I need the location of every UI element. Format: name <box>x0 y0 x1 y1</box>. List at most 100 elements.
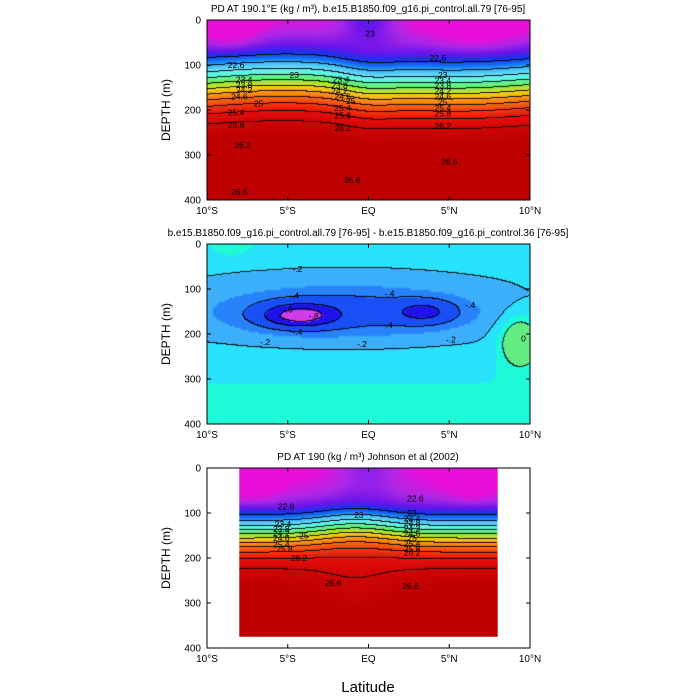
contour-label: 24.6 <box>231 92 248 102</box>
contour-label: 25.8 <box>276 544 293 554</box>
density-field <box>207 20 530 200</box>
observed-density-field <box>239 468 498 637</box>
x-tick-label: 10°S <box>196 654 218 665</box>
x-tick-label: 5°S <box>280 206 297 217</box>
contour-label: 26.6 <box>325 578 342 588</box>
x-tick-label: 5°S <box>280 654 297 665</box>
axis-ticks: 10°S 5°S EQ 5°N 10°N 0 100 200 300 400 <box>184 464 541 666</box>
contour-label: 26.2 <box>234 140 251 150</box>
contour-lines <box>207 244 530 424</box>
x-tick-label: 10°N <box>519 206 541 217</box>
contour-label: 23 <box>354 510 364 520</box>
contour-label: 23.8 <box>273 524 290 534</box>
contour-label: 22.6 <box>430 53 447 63</box>
x-tick-label: 10°S <box>196 430 218 441</box>
contour-label: 25 <box>346 96 356 106</box>
contour-label: 23.4 <box>236 74 253 84</box>
difference-field <box>207 244 530 424</box>
contour-label-group: 22.6232322.62323.423.824.224.62525.425.8… <box>228 29 458 197</box>
contour-label: 24.6 <box>404 529 421 539</box>
y-tick-label: 0 <box>195 16 201 27</box>
contour-label: 23.4 <box>435 75 452 85</box>
contour-label: 23 <box>407 508 417 518</box>
x-axis-label: Latitude <box>341 679 394 696</box>
y-tick-label: 100 <box>184 285 201 296</box>
contour-label: 26.6 <box>231 187 248 197</box>
y-tick-label: 300 <box>184 599 201 610</box>
contour-label: 26.2 <box>291 553 308 563</box>
x-tick-label: 5°N <box>441 654 458 665</box>
contour-label: 25 <box>254 99 264 109</box>
y-axis-label: DEPTH (m) <box>159 79 173 141</box>
contour-label-group: -.2 -.4 -.4 -.4 -.6 -.8 -.4 -.4 -.2 -.2 -.2 0 <box>260 264 526 349</box>
contour-label: 25 <box>438 97 448 107</box>
contour-label: 25.4 <box>228 108 245 118</box>
contour-label: -.4 <box>383 320 393 330</box>
contour-label: 25 <box>299 531 309 541</box>
y-axis-label: DEPTH (m) <box>159 303 173 365</box>
contour-label: 25.4 <box>435 103 452 113</box>
contour-label: 25.8 <box>334 110 351 120</box>
contour-label: -.4 <box>289 290 299 300</box>
x-tick-label: 10°N <box>519 430 541 441</box>
contour-label: 24.2 <box>404 523 421 533</box>
panel-density-difference: b.e15.B1850.f09_g16.pi_control.all.79 [7… <box>159 228 569 441</box>
panel-title: PD AT 190.1°E (kg / m³), b.e15.B1850.f09… <box>211 4 526 15</box>
x-tick-label: 10°S <box>196 206 218 217</box>
contour-label: 25.8 <box>228 119 245 129</box>
y-tick-label: 200 <box>184 106 201 117</box>
y-tick-label: 0 <box>195 464 201 475</box>
y-tick-label: 200 <box>184 330 201 341</box>
panel-model-density: PD AT 190.1°E (kg / m³), b.e15.B1850.f09… <box>159 4 541 217</box>
contour-label: 23.8 <box>236 80 253 90</box>
contour-label: 26.6 <box>344 175 361 185</box>
contour-label: 25.8 <box>435 109 452 119</box>
y-tick-label: 200 <box>184 554 201 565</box>
y-tick-label: 300 <box>184 151 201 162</box>
x-tick-label: 5°N <box>441 206 458 217</box>
x-tick-label: EQ <box>361 654 376 665</box>
contour-label: -.2 <box>260 337 270 347</box>
y-axis-label: DEPTH (m) <box>159 527 173 589</box>
contour-label: 24.6 <box>273 533 290 543</box>
contour-label: 24.6 <box>435 92 452 102</box>
contour-label: 26.6 <box>402 581 419 591</box>
contour-label: 0 <box>521 334 526 344</box>
x-tick-label: 5°S <box>280 430 297 441</box>
y-tick-label: 0 <box>195 240 201 251</box>
contour-label: -.2 <box>357 339 367 349</box>
x-tick-label: EQ <box>361 206 376 217</box>
axis-ticks: 10°S 5°S EQ 5°N 10°N 0 100 200 300 400 <box>184 16 541 218</box>
contour-label: -.2 <box>292 264 302 274</box>
contour-label: 22.6 <box>228 60 245 70</box>
contour-label: 24.6 <box>334 92 351 102</box>
contour-label: -.6 <box>283 305 293 315</box>
contour-label: 23.4 <box>275 519 292 529</box>
contour-label: 26.6 <box>441 156 458 166</box>
contour-label: 25.4 <box>273 540 290 550</box>
contour-label: 24.2 <box>435 86 452 96</box>
y-tick-label: 300 <box>184 375 201 386</box>
contour-label: 25.4 <box>404 539 421 549</box>
contour-label: -.4 <box>385 289 395 299</box>
x-tick-label: 5°N <box>441 430 458 441</box>
y-tick-label: 100 <box>184 61 201 72</box>
contour-label: 22.6 <box>278 502 295 512</box>
contour-lines <box>207 20 530 200</box>
y-tick-label: 400 <box>184 644 201 655</box>
x-tick-label: EQ <box>361 430 376 441</box>
y-tick-label: 400 <box>184 196 201 207</box>
panel-observed-density: PD AT 190 (kg / m³) Johnson et al (2002)… <box>159 452 541 696</box>
contour-label: 24.2 <box>273 529 290 539</box>
contour-label: -.8 <box>309 311 319 321</box>
contour-lines <box>239 468 498 637</box>
y-tick-label: 400 <box>184 420 201 431</box>
contour-label: -.4 <box>465 300 475 310</box>
contour-label: -.4 <box>292 327 302 337</box>
contour-label: 23.8 <box>435 81 452 91</box>
contour-label: 23.8 <box>404 518 421 528</box>
contour-label: 25.8 <box>404 544 421 554</box>
panel-title: PD AT 190 (kg / m³) Johnson et al (2002) <box>277 452 458 463</box>
